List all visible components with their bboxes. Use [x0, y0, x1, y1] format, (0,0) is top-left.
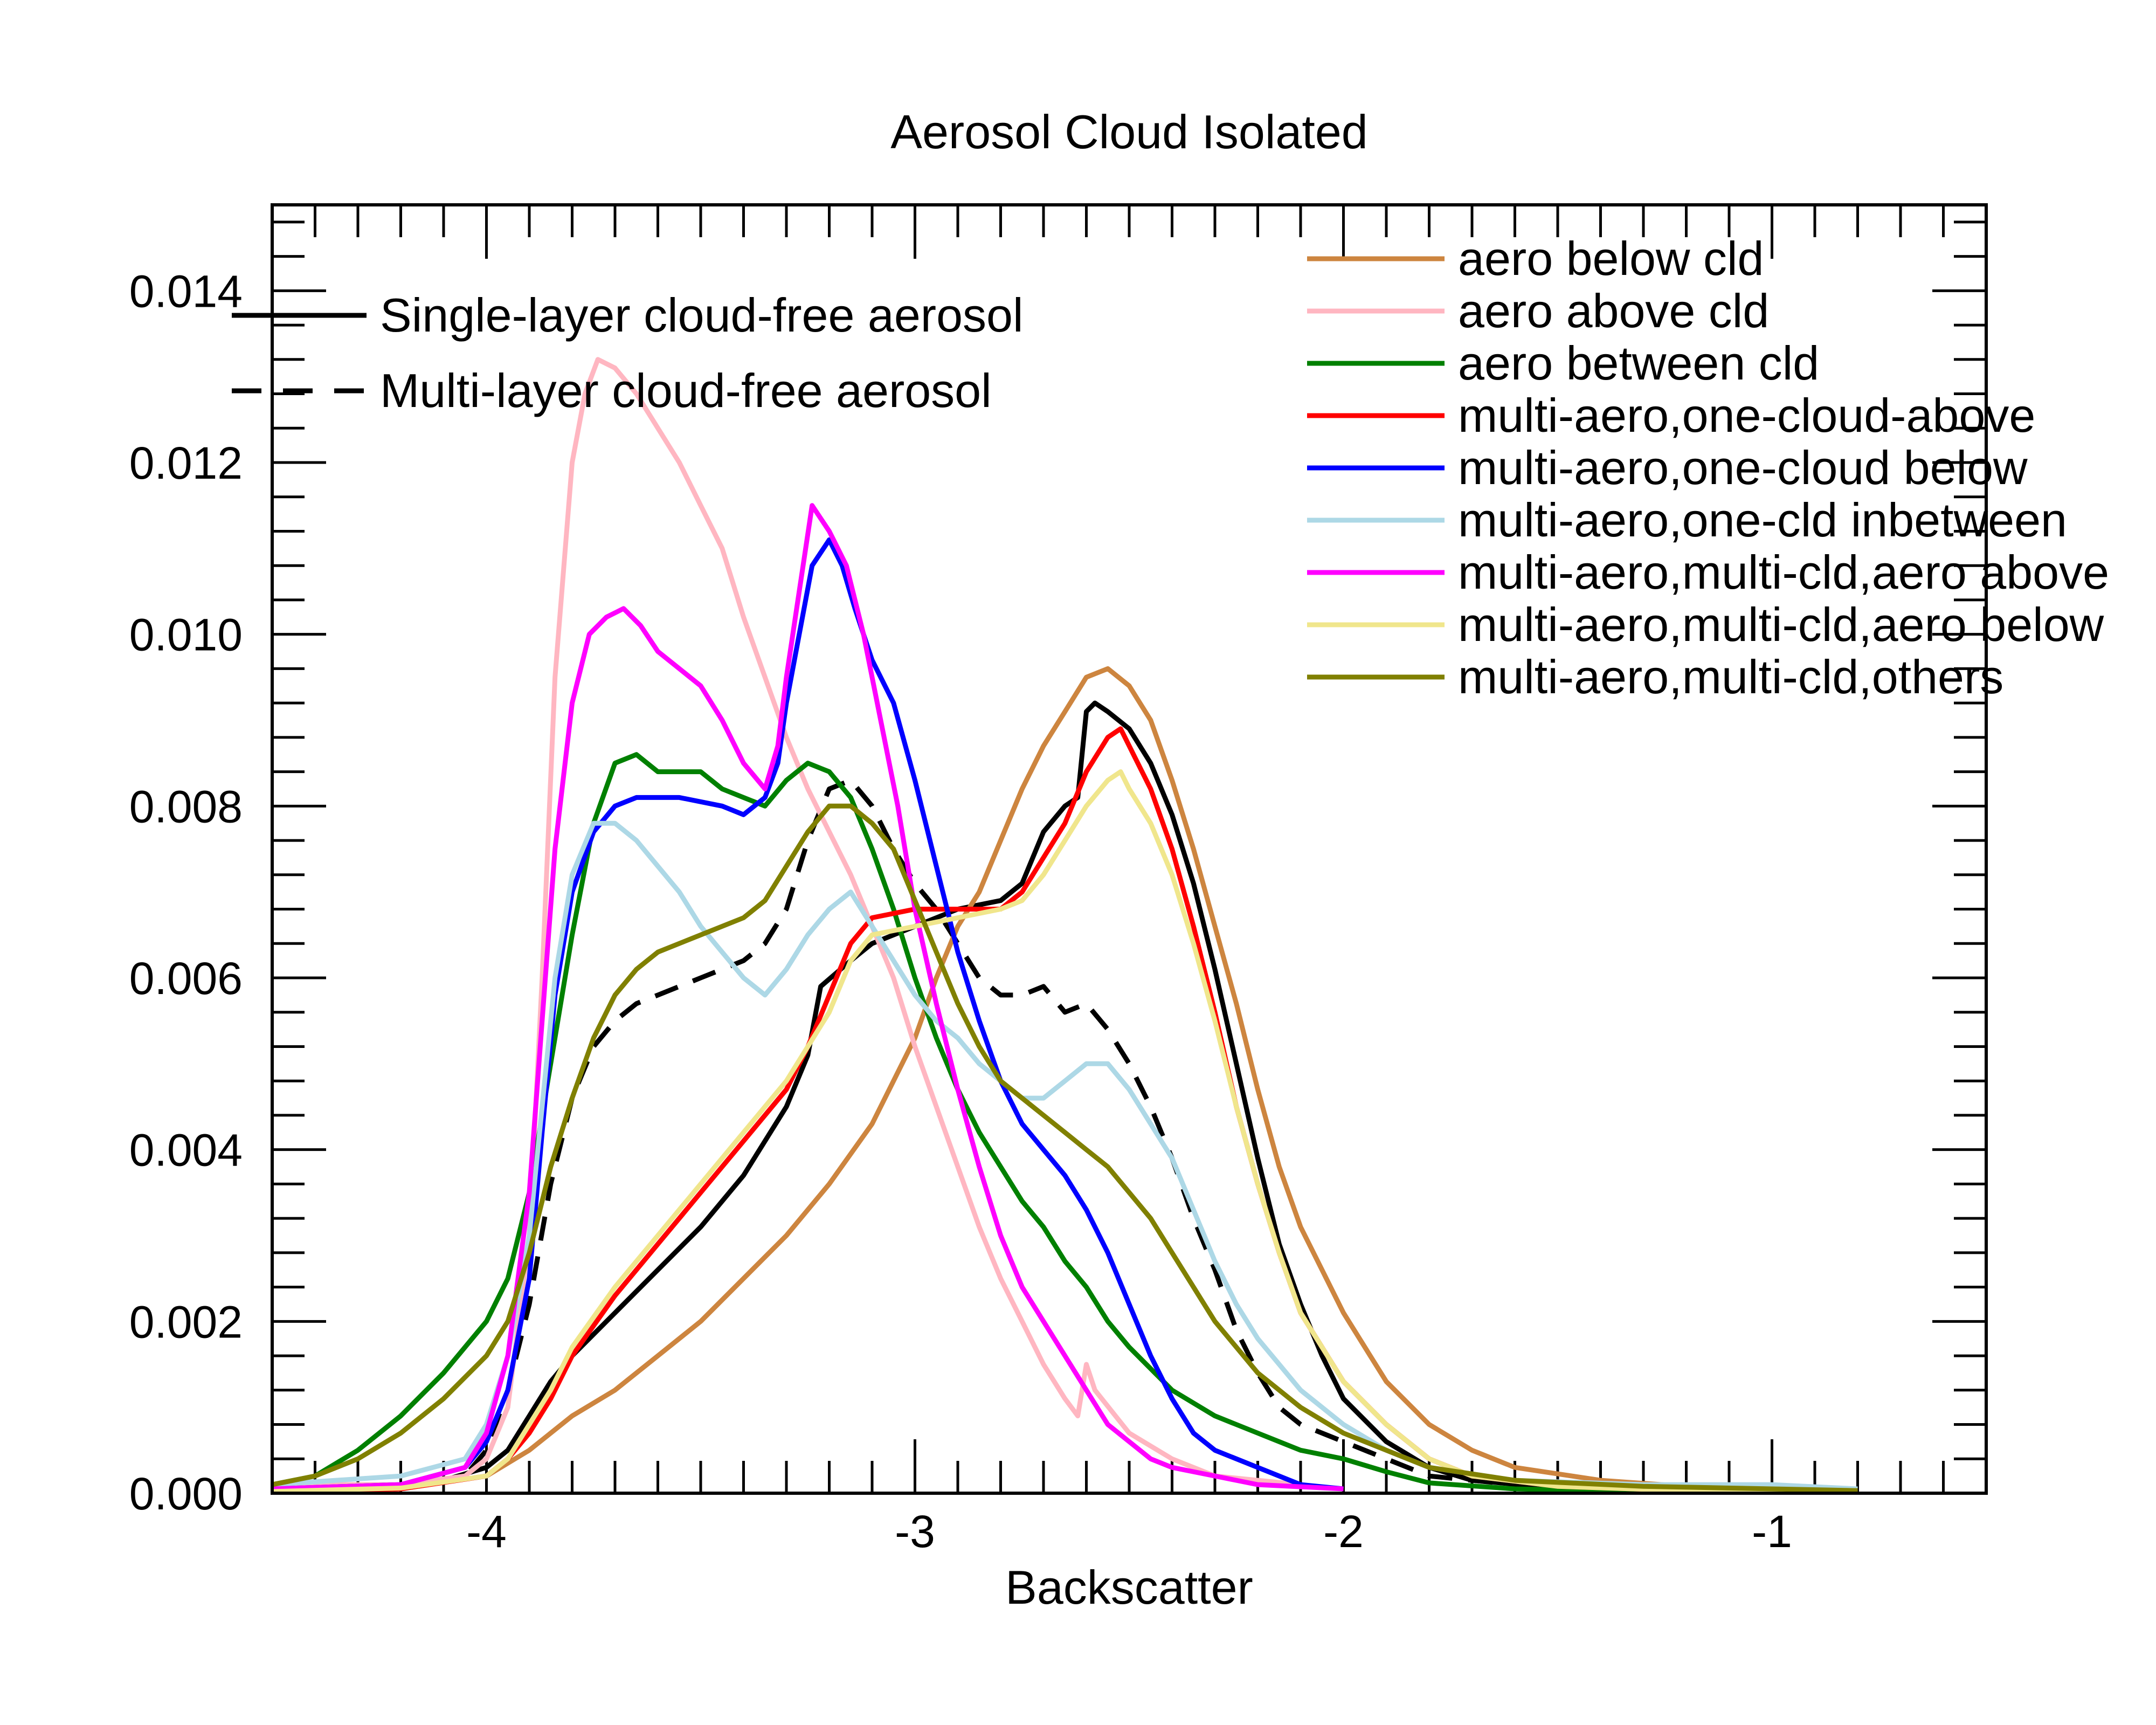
y-tick-label: 0.012	[129, 438, 243, 488]
series-line-multi-aero-multi-cld-aero-above	[272, 503, 1344, 1492]
legend-right-label: multi-aero,one-cld inbetween	[1458, 493, 2067, 547]
series-line-multi-aero-multi-cld-aero-below	[272, 769, 1858, 1493]
x-tick-label: -2	[1323, 1506, 1364, 1557]
series-line-aero-between-cld	[272, 752, 1644, 1493]
axis-tick-labels: -4 -3 -2 -1 0.000 0.002 0.004 0.006 0.008 0.010 0.…	[129, 266, 1792, 1557]
legend-right-label: multi-aero,one-cloud below	[1458, 441, 2028, 494]
y-tick-label: 0.006	[129, 953, 243, 1004]
series-line-aero-below-cld	[272, 666, 1858, 1493]
legend-right-label: aero between cld	[1458, 336, 1819, 390]
y-tick-label: 0.010	[129, 610, 243, 660]
x-tick-label: -1	[1752, 1506, 1792, 1557]
legend-right-label: aero above cld	[1458, 284, 1769, 337]
series-line-multi-aero-one-cld-inbetween	[272, 820, 1858, 1492]
legend-right-label: aero below cld	[1458, 232, 1764, 285]
plot-frame	[271, 203, 1988, 1495]
y-tick-label: 0.008	[129, 781, 243, 832]
series-lines	[272, 357, 1858, 1493]
series-line-multi-aero-one-cloud-below	[272, 537, 1344, 1492]
legend-left-label: Multi-layer cloud-free aerosol	[380, 364, 992, 417]
legend-right-label: multi-aero,multi-cld,aero above	[1458, 546, 2109, 599]
x-tick-label: -4	[466, 1506, 507, 1557]
legend-right-label: multi-aero,multi-cld,aero below	[1458, 598, 2104, 651]
x-axis-label: Backscatter	[1005, 1561, 1253, 1614]
x-tick-label: -3	[895, 1506, 935, 1557]
y-tick-label: 0.004	[129, 1125, 243, 1176]
y-tick-label: 0.002	[129, 1296, 243, 1347]
series-line-aero-above-cld	[272, 357, 1301, 1487]
legend-left-label: Single-layer cloud-free aerosol	[380, 288, 1024, 342]
y-tick-label: 0.014	[129, 266, 243, 316]
chart-title: Aerosol Cloud Isolated	[890, 105, 1367, 158]
series-line-multi-aero-multi-cld-others	[272, 803, 1858, 1493]
legend-right-label: multi-aero,multi-cld,others	[1458, 650, 2003, 703]
y-tick-label: 0.000	[129, 1468, 243, 1519]
legend-left: Single-layer cloud-free aerosol Multi-lay…	[232, 288, 1024, 417]
axis-ticks	[271, 205, 1988, 1495]
legend-right-label: multi-aero,one-cloud-above	[1458, 389, 2035, 442]
